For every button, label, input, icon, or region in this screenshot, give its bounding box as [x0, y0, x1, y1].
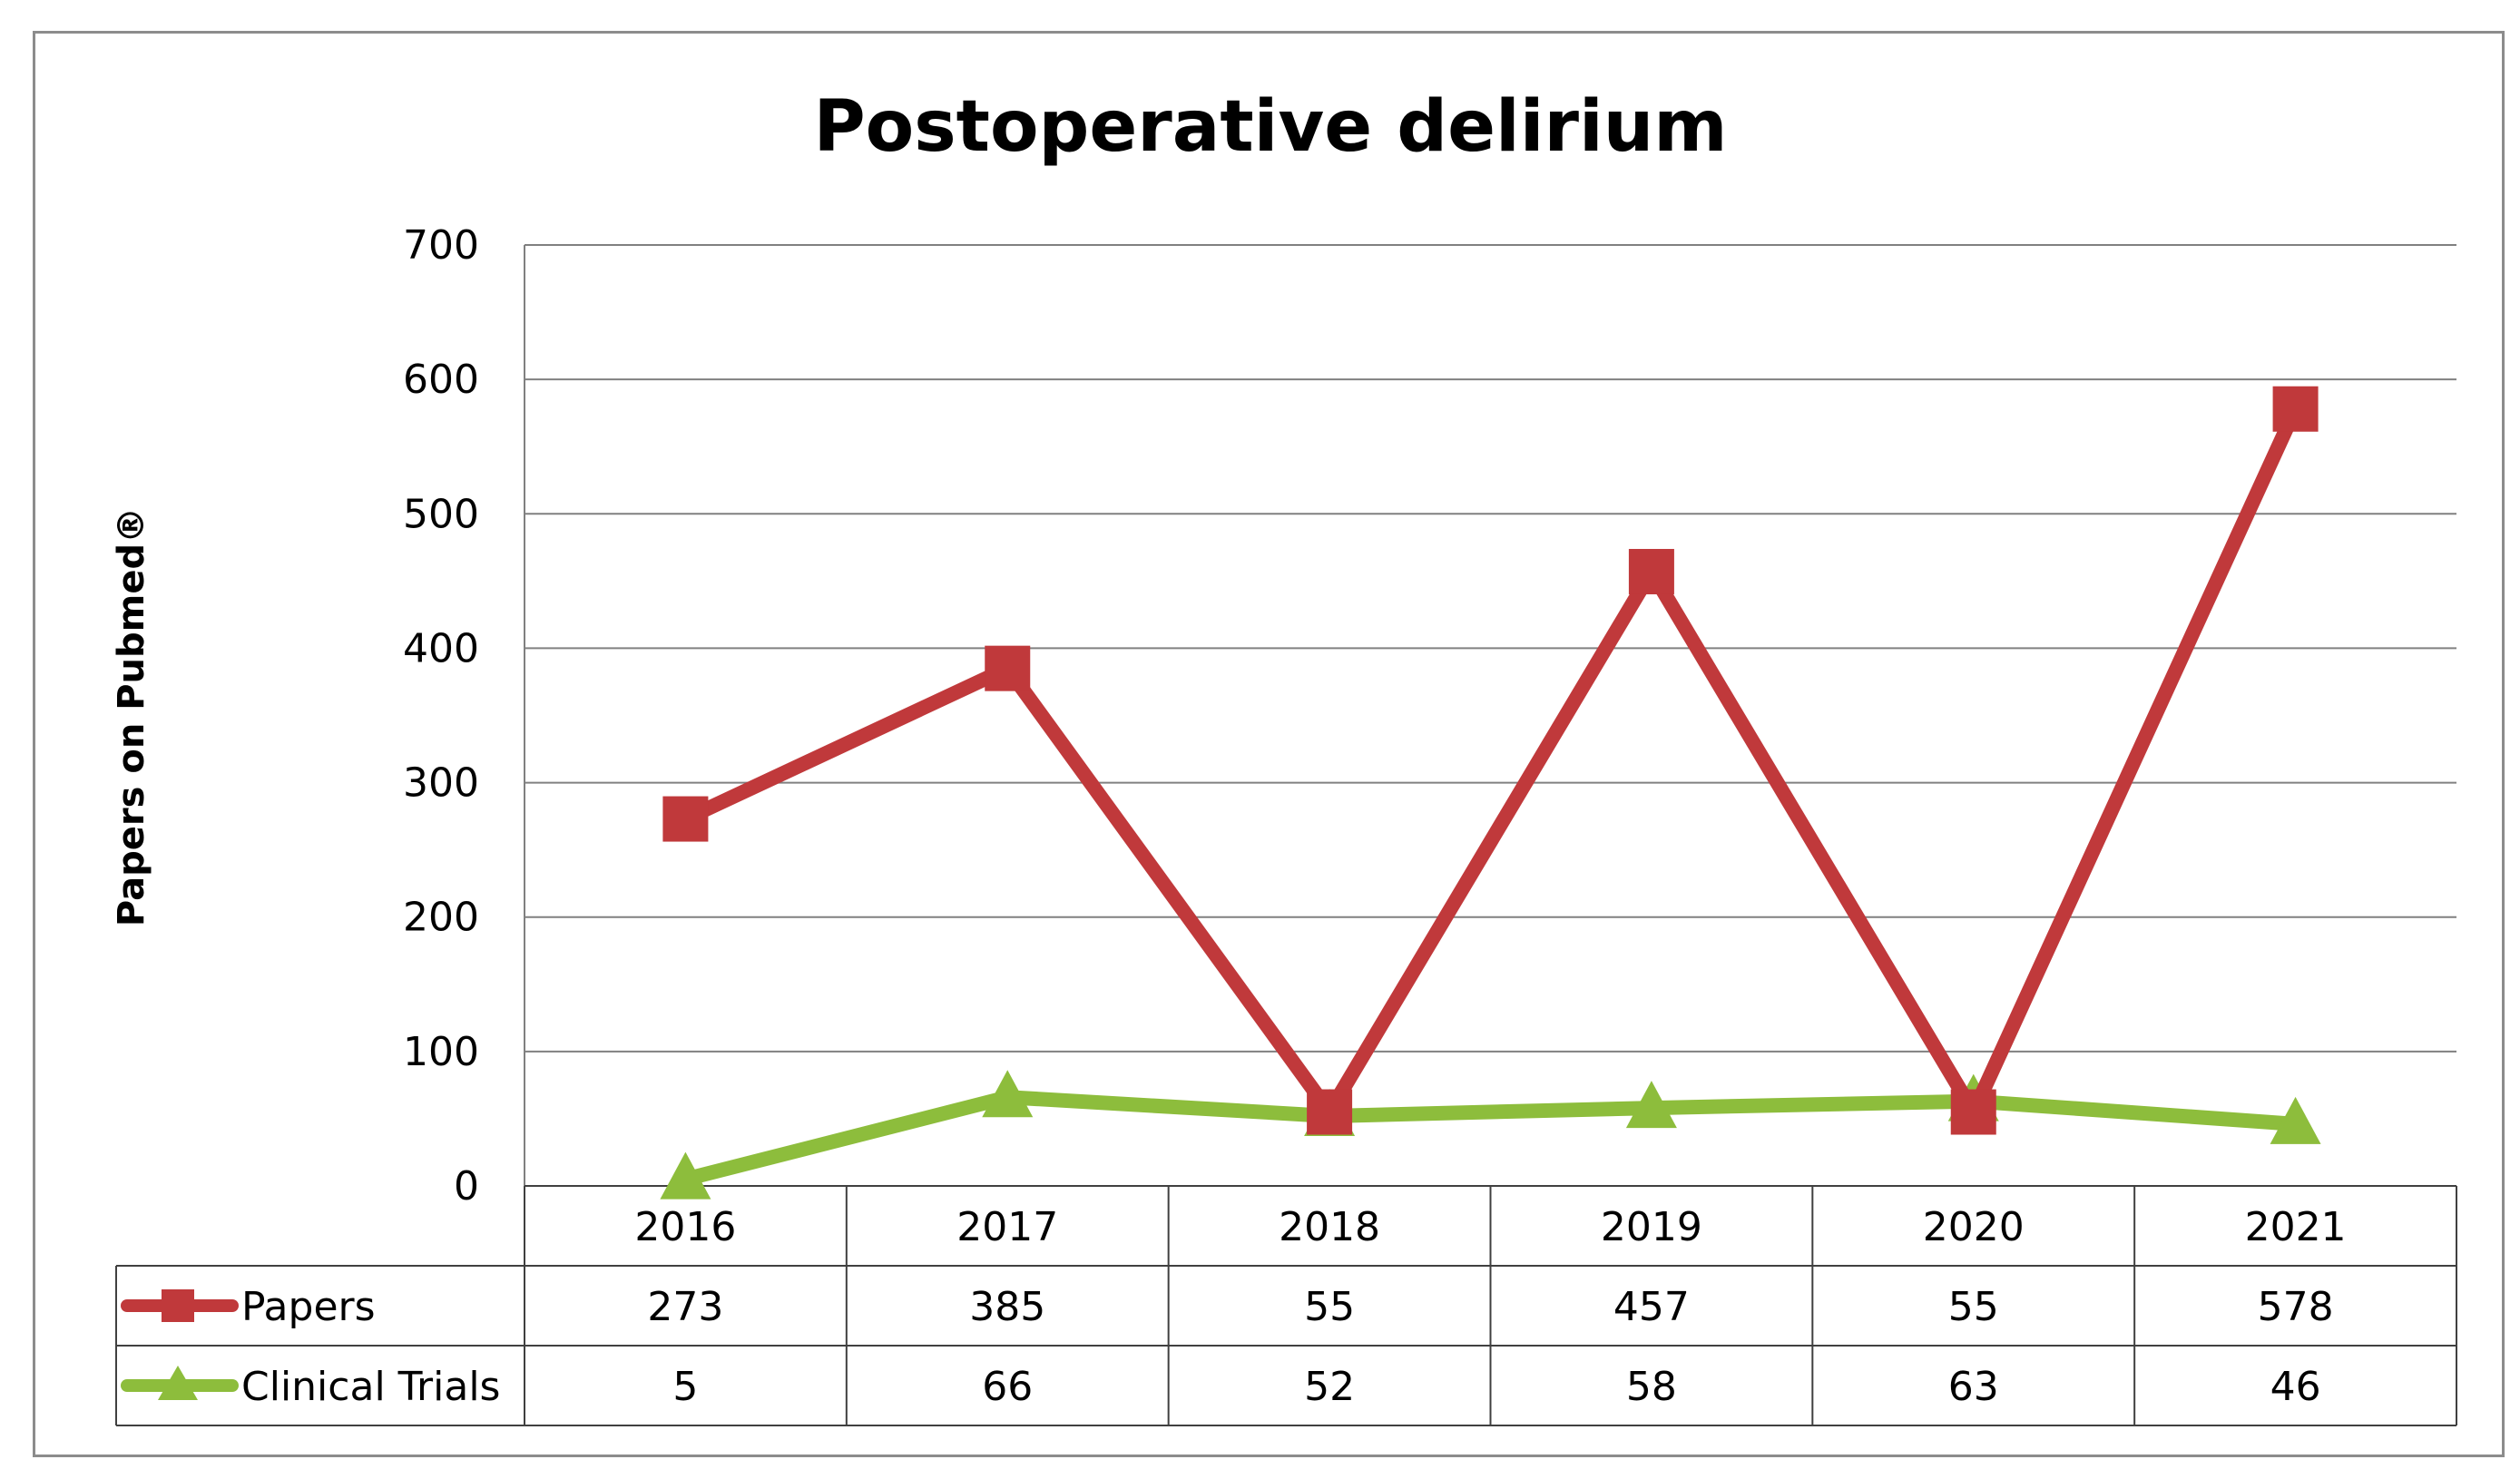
data-point	[1628, 548, 1674, 594]
series-line	[678, 401, 2303, 1120]
data-point	[2270, 1096, 2321, 1144]
data-label: 55	[1948, 1284, 1999, 1330]
data-point	[2272, 386, 2319, 432]
x-tick-label: 2019	[1601, 1204, 1702, 1250]
data-point	[982, 1070, 1034, 1118]
data-label: 5	[672, 1364, 698, 1410]
y-tick-label: 400	[403, 625, 479, 671]
y-tick-label: 500	[403, 491, 479, 537]
x-tick-label: 2016	[634, 1204, 736, 1250]
data-point	[985, 645, 1031, 691]
data-label: 273	[647, 1284, 723, 1330]
data-label: 46	[2270, 1364, 2321, 1410]
legend-series-name: Clinical Trials	[241, 1364, 500, 1410]
legend-key-marker	[158, 1366, 198, 1400]
data-point	[1307, 1089, 1353, 1135]
y-axis-label: Papers on Pubmed®	[111, 507, 152, 926]
data-point	[1625, 1081, 1677, 1129]
data-label: 58	[1626, 1364, 1677, 1410]
y-tick-label: 700	[403, 222, 479, 269]
x-tick-label: 2020	[1923, 1204, 2025, 1250]
data-label: 63	[1948, 1364, 1999, 1410]
y-tick-label: 600	[403, 357, 479, 403]
x-tick-label: 2021	[2245, 1204, 2347, 1250]
legend-key-marker	[162, 1289, 194, 1322]
data-label: 578	[2258, 1284, 2334, 1330]
y-tick-label: 0	[454, 1163, 479, 1210]
data-label: 457	[1613, 1284, 1690, 1330]
chart-frame	[33, 31, 2505, 1457]
y-tick-label: 200	[403, 895, 479, 941]
data-point	[662, 796, 709, 842]
series-line	[678, 1090, 2303, 1187]
chart-title: Postoperative delirium	[813, 86, 1727, 168]
data-label: 55	[1304, 1284, 1355, 1330]
y-tick-label: 300	[403, 760, 479, 807]
y-tick-label: 100	[403, 1029, 479, 1075]
data-label: 385	[969, 1284, 1045, 1330]
x-tick-label: 2017	[956, 1204, 1058, 1250]
x-tick-label: 2018	[1279, 1204, 1380, 1250]
legend-series-name: Papers	[241, 1284, 376, 1330]
data-point	[1950, 1089, 1996, 1135]
data-label: 52	[1304, 1364, 1355, 1410]
data-label: 66	[982, 1364, 1033, 1410]
data-point	[660, 1151, 711, 1200]
